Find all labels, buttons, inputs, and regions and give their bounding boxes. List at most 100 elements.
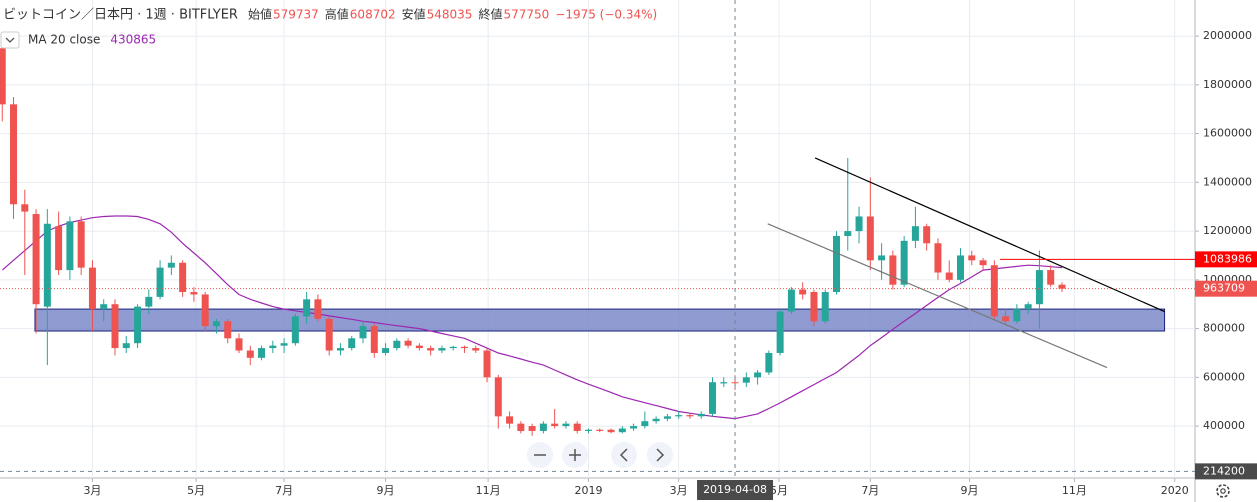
zoom-out-button[interactable] (527, 442, 553, 468)
crosshair-date-box (697, 480, 774, 500)
x-tick-label: 11月 (476, 484, 501, 497)
y-tick-label: 1400000 (1203, 175, 1252, 188)
candle-body (618, 428, 626, 433)
candle-body (528, 426, 536, 431)
candle-body (573, 423, 581, 431)
candle-body (224, 321, 232, 339)
ma-legend-value: 430865 (110, 33, 156, 47)
candle-body (1047, 270, 1055, 285)
x-tick-label: 3月 (670, 484, 688, 497)
candle-body (911, 226, 919, 241)
candle-body (551, 423, 559, 427)
candle-body (201, 294, 209, 327)
candle-body (404, 340, 412, 346)
ohlc-label: 高値 (325, 7, 349, 22)
candle-body (122, 343, 130, 349)
legend: ビットコイン／日本円 · 1週 · BITFLYER 始値 579737 高値 6087… (3, 7, 657, 47)
candle-body (900, 240, 908, 285)
candle-body (866, 216, 874, 261)
level-label: 1083986 (1203, 252, 1252, 265)
candle-body (179, 262, 187, 293)
candle-body (348, 338, 356, 349)
candle-body (708, 382, 716, 414)
candle-body (156, 267, 164, 297)
candle-body (506, 416, 514, 424)
candle-body (979, 260, 987, 266)
candle-body (134, 306, 142, 344)
settings-button[interactable] (1216, 484, 1230, 498)
last-price-label-box (1195, 280, 1257, 297)
candle-body (190, 292, 198, 295)
candle-body (584, 429, 592, 431)
candle-body (675, 415, 683, 417)
candle-body (212, 321, 220, 327)
candle-body (787, 289, 795, 312)
candle-body (1024, 304, 1032, 310)
last-price-label: 963709 (1203, 282, 1245, 295)
candle-body (844, 231, 852, 236)
candle-body (742, 377, 750, 383)
candle-body (0, 48, 6, 105)
candle-body (720, 382, 728, 384)
x-tick-label: 9月 (377, 484, 395, 497)
candle-body (821, 292, 829, 322)
y-tick-label: 400000 (1203, 419, 1245, 432)
ma-line (1, 215, 1063, 420)
y-tick-label: 600000 (1203, 370, 1245, 383)
candle-body (55, 226, 63, 271)
candle-body (990, 265, 998, 317)
candle-body (145, 296, 153, 307)
candle-body (1013, 309, 1021, 322)
candle-body (449, 346, 457, 349)
candle-body (641, 421, 649, 427)
scroll-right-button[interactable] (647, 442, 673, 468)
y-tick-label: 800000 (1203, 322, 1245, 335)
collapse-legend-button[interactable] (0, 31, 20, 49)
candle-body (77, 221, 85, 268)
candle-body (1058, 284, 1066, 289)
candle-body (833, 235, 840, 293)
candle-body (923, 226, 931, 244)
candle-body (765, 352, 773, 373)
scroll-left-button[interactable] (611, 442, 637, 468)
candle-body (246, 350, 254, 358)
x-tick-label: 3月 (83, 484, 101, 497)
candle-body (697, 413, 705, 417)
y-tick-label: 1800000 (1203, 78, 1252, 91)
candle-body (483, 350, 491, 378)
ohlc-value: 579737 (273, 8, 319, 22)
candle-body (799, 289, 807, 295)
crosshair-date-label: 2019-04-08 (703, 483, 767, 496)
level-label-box (1195, 251, 1257, 268)
candle-body (314, 299, 322, 319)
candle-body (10, 104, 18, 205)
candle-body (370, 326, 378, 353)
candle-body (336, 348, 344, 351)
candle-body (415, 345, 423, 349)
candle-body (438, 348, 446, 351)
candle-body (494, 377, 502, 417)
candle-body (1002, 316, 1010, 322)
candle-body (325, 318, 333, 351)
candle-body (21, 204, 29, 212)
candle-body (630, 426, 638, 429)
trend-line (814, 157, 1165, 313)
x-tick-label: 2019 (574, 484, 602, 497)
candle-body (562, 423, 570, 427)
candle-body (810, 292, 818, 322)
x-tick-label: 11月 (1062, 484, 1087, 497)
candle-body (460, 346, 468, 349)
candle-body (382, 348, 390, 353)
zoom-in-button[interactable] (562, 442, 588, 468)
candle-body (957, 255, 965, 280)
candle-body (66, 221, 74, 271)
candle-body (855, 216, 863, 232)
candle-body (754, 372, 762, 378)
candle-body (776, 311, 784, 353)
ohlc-value: 608702 (350, 8, 396, 22)
crosshair-price-label: 214200 (1203, 464, 1245, 477)
candle-body (472, 348, 480, 351)
x-tick-label: 5月 (187, 484, 205, 497)
